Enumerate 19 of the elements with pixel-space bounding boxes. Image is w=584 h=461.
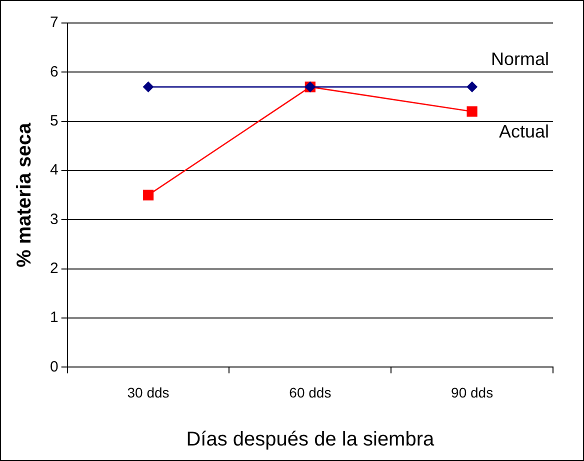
x-tick-label: 30 dds: [127, 384, 170, 400]
point: [466, 106, 478, 117]
series-label: Normal: [490, 48, 549, 69]
y-tick-label: 6: [50, 63, 58, 80]
y-tick-label: 0: [50, 358, 58, 376]
y-tick-label: 5: [50, 112, 58, 130]
point: [466, 81, 478, 92]
x-tick-label: 90 dds: [451, 384, 494, 400]
point: [142, 81, 154, 92]
y-tick-label: 2: [50, 260, 58, 277]
y-tick-label: 4: [50, 162, 58, 179]
point: [142, 190, 154, 200]
x-axis-title: Días después de la siembra: [186, 428, 435, 451]
x-tick-label: 60 dds: [289, 384, 332, 400]
y-tick-label: 3: [50, 210, 58, 228]
series-label: Actual: [498, 121, 549, 142]
y-tick-label: 7: [50, 14, 58, 32]
y-axis-title: % materia seca: [14, 122, 36, 268]
y-tick-label: 1: [50, 309, 58, 326]
